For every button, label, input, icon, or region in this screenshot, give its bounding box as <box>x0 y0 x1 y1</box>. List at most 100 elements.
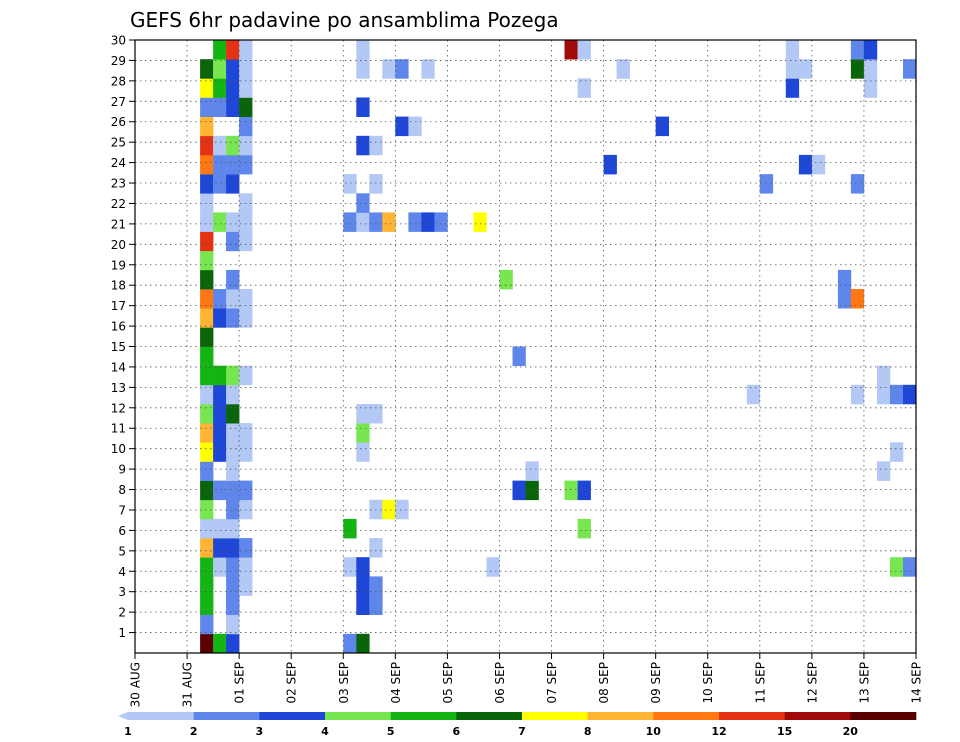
heatmap-cell <box>226 231 240 252</box>
heatmap-cell <box>200 480 214 501</box>
colorbar-swatch <box>784 712 851 720</box>
heatmap-cell <box>200 193 214 213</box>
x-tick-label: 09 SEP <box>649 662 663 704</box>
heatmap-cell <box>356 595 370 615</box>
colorbar-swatch <box>325 712 391 720</box>
heatmap-cell <box>395 499 409 520</box>
colorbar-extend-low <box>118 712 128 720</box>
heatmap-cell <box>200 423 214 443</box>
y-tick-label: 30 <box>111 34 126 48</box>
x-tick-label: 04 SEP <box>389 662 403 704</box>
heatmap-cell <box>200 499 214 520</box>
heatmap-cell <box>863 59 878 79</box>
heatmap-cell <box>356 423 370 443</box>
colorbar: 1 2 3 4 5 6 7 8 10 12 15 20 <box>118 712 917 738</box>
heatmap-cell <box>200 576 214 596</box>
heatmap-cell <box>369 212 383 232</box>
heatmap-cell <box>200 538 214 558</box>
heatmap-cell <box>200 442 214 462</box>
heatmap-cell <box>226 154 240 175</box>
heatmap-cell <box>369 576 383 596</box>
heatmap-cell <box>226 442 240 462</box>
heatmap-cell <box>213 78 227 98</box>
y-tick-label: 16 <box>111 320 126 334</box>
heatmap-cell <box>577 40 591 60</box>
y-tick-label: 24 <box>111 156 126 170</box>
heatmap-cell <box>213 40 227 60</box>
heatmap-cell <box>200 212 214 232</box>
heatmap-cell <box>200 59 214 79</box>
heatmap-cell <box>356 633 370 654</box>
heatmap-cell <box>356 212 370 232</box>
colorbar-label: 6 <box>452 725 460 738</box>
heatmap-cell <box>798 59 813 79</box>
heatmap-cell <box>239 59 253 79</box>
chart-title: GEFS 6hr padavine po ansamblima Pozega <box>130 8 559 32</box>
heatmap-cell <box>200 614 214 635</box>
y-tick-label: 8 <box>118 483 126 497</box>
y-tick-label: 6 <box>118 524 126 538</box>
heatmap-cell <box>200 154 214 175</box>
heatmap-cell <box>512 346 526 366</box>
heatmap-cell <box>655 116 669 137</box>
colorbar-label: 5 <box>387 725 395 738</box>
heatmap-cell <box>239 308 253 328</box>
heatmap-cells <box>200 40 917 654</box>
heatmap-cell <box>239 212 253 232</box>
y-tick-label: 11 <box>111 422 126 436</box>
y-tick-label: 13 <box>111 381 126 395</box>
y-tick-label: 25 <box>111 136 126 150</box>
heatmap-cell <box>213 135 227 156</box>
heatmap-cell <box>850 384 865 405</box>
heatmap-cell <box>382 499 396 520</box>
heatmap-cell <box>577 480 591 501</box>
x-tick-label: 14 SEP <box>910 662 924 704</box>
heatmap-cell <box>226 480 240 501</box>
x-tick-label: 13 SEP <box>857 662 871 704</box>
heatmap-cell <box>837 289 852 309</box>
heatmap-cell <box>408 116 422 137</box>
heatmap-cell <box>226 499 240 520</box>
heatmap-cell <box>369 174 383 194</box>
heatmap-cell <box>213 480 227 501</box>
heatmap-cell <box>226 384 240 405</box>
heatmap-cell <box>226 423 240 443</box>
heatmap-cell <box>850 289 865 309</box>
heatmap-cell <box>239 557 253 577</box>
heatmap-cell <box>213 384 227 405</box>
heatmap-cell <box>226 614 240 635</box>
heatmap-cell <box>877 384 891 405</box>
heatmap-cell <box>200 174 214 194</box>
heatmap-cell <box>213 308 227 328</box>
y-tick-label: 19 <box>111 258 126 272</box>
colorbar-swatch <box>587 712 654 720</box>
heatmap-cell <box>863 78 878 98</box>
heatmap-cell <box>877 365 891 386</box>
colorbar-label: 4 <box>321 725 329 738</box>
y-tick-label: 27 <box>111 95 126 109</box>
heatmap-cell <box>226 40 240 60</box>
heatmap-cell <box>356 557 370 577</box>
y-tick-label: 4 <box>118 565 126 579</box>
y-tick-label: 1 <box>118 626 126 640</box>
y-tick-label: 12 <box>111 401 126 415</box>
heatmap-cell <box>226 557 240 577</box>
heatmap-cell <box>226 595 240 615</box>
heatmap-cell <box>564 40 578 60</box>
colorbar-label: 1 <box>124 725 132 738</box>
y-tick-label: 18 <box>111 279 126 293</box>
heatmap-cell <box>421 59 435 79</box>
heatmap-cell <box>356 404 370 424</box>
x-tick-label: 10 SEP <box>701 662 715 704</box>
heatmap-cell <box>226 135 240 156</box>
y-tick-label: 2 <box>118 606 126 620</box>
heatmap-cell <box>226 308 240 328</box>
heatmap-cell <box>903 59 917 79</box>
heatmap-cell <box>213 289 227 309</box>
heatmap-cell <box>369 135 383 156</box>
colorbar-label: 3 <box>255 725 263 738</box>
heatmap-cell <box>850 40 865 60</box>
heatmap-cell <box>382 212 396 232</box>
x-tick-label: 31 AUG <box>181 662 195 707</box>
heatmap-cell <box>200 97 214 117</box>
